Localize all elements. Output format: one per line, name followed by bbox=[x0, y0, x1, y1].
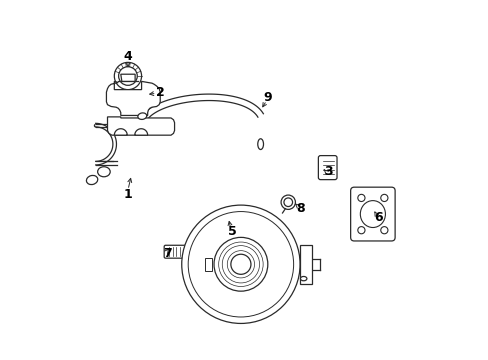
Text: 5: 5 bbox=[227, 225, 236, 238]
Polygon shape bbox=[300, 244, 311, 284]
Ellipse shape bbox=[86, 175, 98, 185]
Ellipse shape bbox=[257, 139, 263, 149]
FancyBboxPatch shape bbox=[350, 187, 394, 241]
Text: 2: 2 bbox=[156, 86, 164, 99]
Circle shape bbox=[182, 205, 300, 323]
Polygon shape bbox=[204, 258, 211, 271]
Text: 3: 3 bbox=[324, 165, 332, 177]
Polygon shape bbox=[107, 117, 174, 135]
Text: 6: 6 bbox=[374, 211, 383, 224]
Text: 4: 4 bbox=[123, 50, 132, 63]
Text: 9: 9 bbox=[263, 91, 271, 104]
Text: 7: 7 bbox=[163, 247, 171, 260]
Ellipse shape bbox=[98, 167, 110, 177]
Polygon shape bbox=[135, 129, 147, 135]
Polygon shape bbox=[121, 74, 135, 81]
Polygon shape bbox=[114, 129, 127, 135]
FancyBboxPatch shape bbox=[318, 156, 336, 180]
FancyBboxPatch shape bbox=[164, 245, 188, 258]
Text: 1: 1 bbox=[123, 188, 132, 201]
Ellipse shape bbox=[300, 276, 306, 281]
Ellipse shape bbox=[138, 113, 146, 120]
Polygon shape bbox=[106, 81, 160, 116]
Text: 8: 8 bbox=[295, 202, 304, 215]
